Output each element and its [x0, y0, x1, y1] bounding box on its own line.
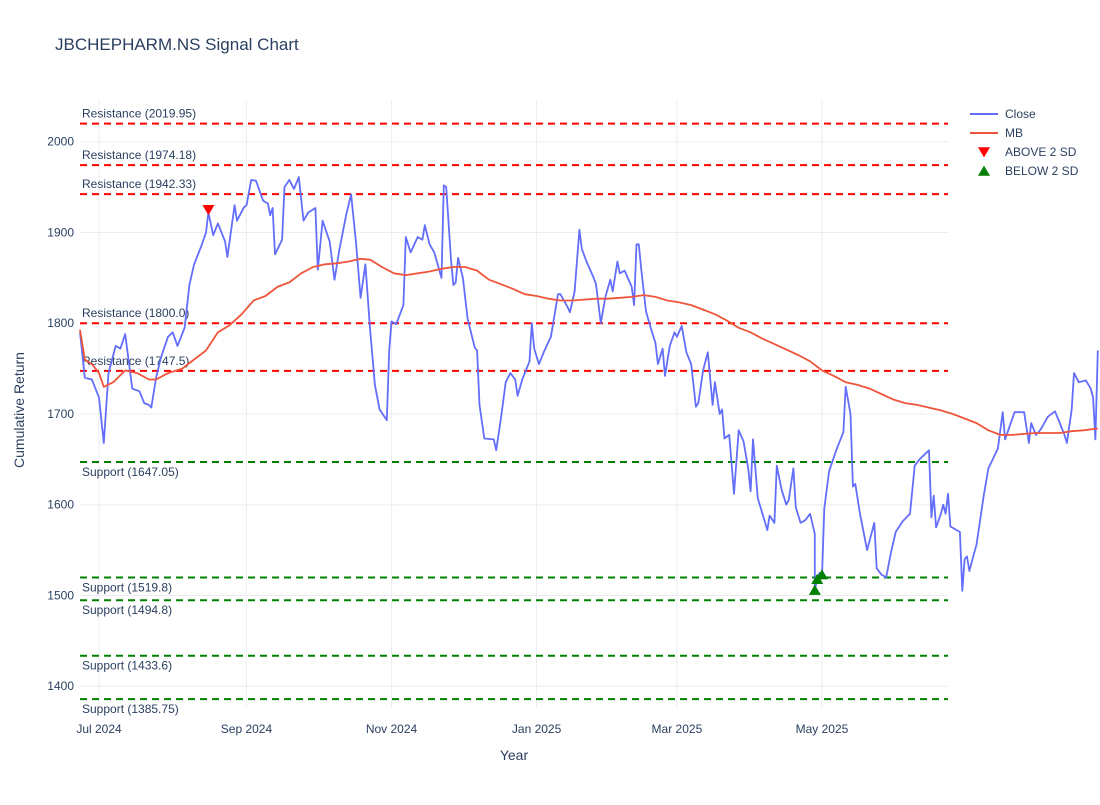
resistance-label: Resistance (2019.95) — [82, 107, 196, 121]
legend-item-mb[interactable]: MB — [970, 126, 1023, 140]
series-line-close — [79, 176, 1099, 592]
signal-markers — [202, 205, 828, 595]
resistance-label: Resistance (1800.0) — [82, 306, 189, 320]
x-tick-label: Sep 2024 — [221, 722, 273, 736]
support-label: Support (1433.6) — [82, 659, 172, 673]
legend-item-above-2-sd[interactable]: ABOVE 2 SD — [978, 145, 1077, 159]
series-line-mb — [79, 257, 1098, 436]
chart-title: JBCHEPHARM.NS Signal Chart — [55, 35, 299, 54]
legend-item-close[interactable]: Close — [970, 107, 1036, 121]
y-tick-label: 1700 — [47, 407, 74, 421]
resistance-label: Resistance (1942.33) — [82, 177, 196, 191]
axis-ticks: 1400 1500 1600 1700 1800 1900 2000 Jul 2024 Sep … — [47, 135, 848, 736]
x-tick-label: Mar 2025 — [652, 722, 703, 736]
legend-item-below-2-sd[interactable]: BELOW 2 SD — [978, 164, 1079, 178]
y-tick-label: 1600 — [47, 498, 74, 512]
legend[interactable]: Close MB ABOVE 2 SD BELOW 2 SD — [970, 107, 1079, 178]
x-tick-label: Jan 2025 — [512, 722, 562, 736]
y-tick-label: 1800 — [47, 316, 74, 330]
legend-label: ABOVE 2 SD — [1005, 145, 1077, 159]
y-tick-label: 2000 — [47, 135, 74, 149]
resistance-label: Resistance (1974.18) — [82, 148, 196, 162]
support-label: Support (1519.8) — [82, 581, 172, 595]
legend-swatch — [978, 147, 990, 158]
y-tick-label: 1400 — [47, 679, 74, 693]
x-tick-label: May 2025 — [796, 722, 849, 736]
below-2sd-marker — [815, 569, 828, 580]
legend-label: MB — [1005, 126, 1023, 140]
above-2sd-marker — [202, 205, 215, 216]
legend-label: Close — [1005, 107, 1036, 121]
support-label: Support (1385.75) — [82, 702, 179, 716]
series — [79, 176, 1099, 592]
x-axis-label: Year — [500, 747, 529, 763]
support-label: Support (1647.05) — [82, 465, 179, 479]
legend-label: BELOW 2 SD — [1005, 164, 1079, 178]
grid — [80, 100, 948, 708]
x-tick-label: Jul 2024 — [76, 722, 122, 736]
resistance-label: Resistance (1747.5) — [82, 354, 189, 368]
x-tick-label: Nov 2024 — [366, 722, 418, 736]
support-label: Support (1494.8) — [82, 603, 172, 617]
support-resistance-levels: Resistance (2019.95) Resistance (1974.18)… — [80, 107, 948, 716]
y-tick-label: 1500 — [47, 588, 74, 602]
legend-swatch — [978, 165, 990, 176]
y-axis-label: Cumulative Return — [11, 352, 27, 468]
below-2sd-marker — [808, 584, 821, 595]
y-tick-label: 1900 — [47, 225, 74, 239]
